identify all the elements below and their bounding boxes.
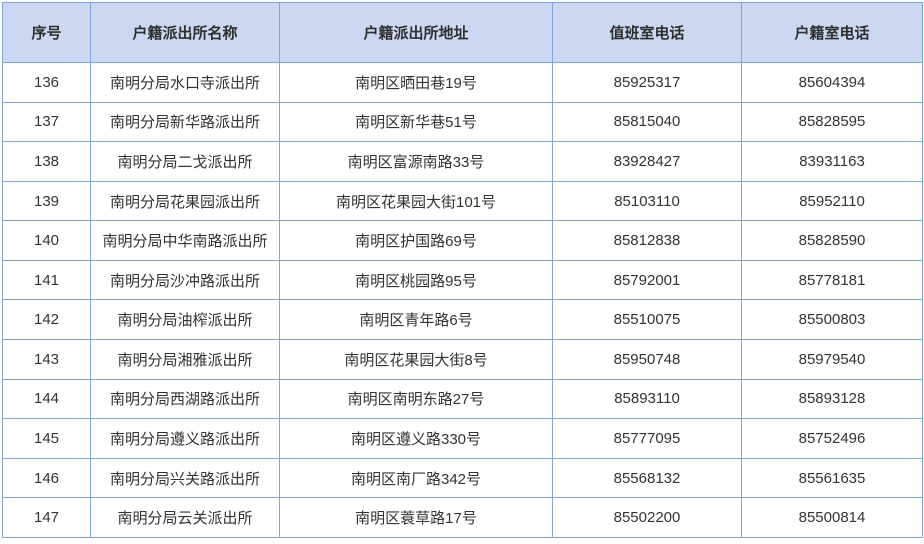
cell-address: 南明区花果园大街8号 — [279, 339, 553, 380]
cell-registry_phone: 85979540 — [741, 339, 923, 380]
cell-duty_phone: 85568132 — [552, 457, 742, 499]
cell-duty_phone: 85510075 — [552, 299, 742, 341]
cell-registry_phone: 85828590 — [741, 220, 923, 261]
cell-name: 南明分局西湖路派出所 — [90, 378, 280, 420]
cell-name: 南明分局湘雅派出所 — [90, 339, 280, 380]
cell-address: 南明区遵义路330号 — [279, 418, 553, 459]
cell-index: 143 — [2, 339, 91, 380]
table-row: 142 南明分局油榨派出所 南明区青年路6号 85510075 85500803 — [2, 299, 923, 341]
cell-registry_phone: 85604394 — [741, 62, 923, 103]
cell-name: 南明分局水口寺派出所 — [90, 62, 280, 103]
table-row: 147 南明分局云关派出所 南明区蓑草路17号 85502200 85500814 — [2, 497, 923, 538]
cell-registry_phone: 85561635 — [741, 457, 923, 499]
cell-index: 146 — [2, 457, 91, 499]
cell-name: 南明分局花果园派出所 — [90, 180, 280, 222]
cell-address: 南明区南明东路27号 — [279, 378, 553, 420]
cell-name: 南明分局云关派出所 — [90, 497, 280, 538]
cell-index: 140 — [2, 220, 91, 261]
cell-address: 南明区花果园大街101号 — [279, 180, 553, 222]
cell-duty_phone: 85925317 — [552, 62, 742, 103]
cell-address: 南明区南厂路342号 — [279, 457, 553, 499]
cell-index: 147 — [2, 497, 91, 538]
table-body: 136 南明分局水口寺派出所 南明区晒田巷19号 85925317 85604394 13… — [2, 62, 923, 538]
cell-name: 南明分局兴关路派出所 — [90, 457, 280, 499]
cell-name: 南明分局新华路派出所 — [90, 101, 280, 143]
cell-name: 南明分局沙冲路派出所 — [90, 259, 280, 301]
cell-registry_phone: 85828595 — [741, 101, 923, 143]
cell-address: 南明区桃园路95号 — [279, 259, 553, 301]
cell-index: 137 — [2, 101, 91, 143]
cell-index: 145 — [2, 418, 91, 459]
cell-index: 141 — [2, 259, 91, 301]
cell-address: 南明区护国路69号 — [279, 220, 553, 261]
column-header-duty_phone: 值班室电话 — [552, 2, 742, 63]
cell-address: 南明区蓑草路17号 — [279, 497, 553, 538]
cell-index: 138 — [2, 141, 91, 182]
cell-registry_phone: 85752496 — [741, 418, 923, 459]
table-row: 137 南明分局新华路派出所 南明区新华巷51号 85815040 85828595 — [2, 101, 923, 143]
cell-duty_phone: 85893110 — [552, 378, 742, 420]
cell-duty_phone: 85103110 — [552, 180, 742, 222]
cell-registry_phone: 83931163 — [741, 141, 923, 182]
table-row: 146 南明分局兴关路派出所 南明区南厂路342号 85568132 85561635 — [2, 457, 923, 499]
table-row: 144 南明分局西湖路派出所 南明区南明东路27号 85893110 85893128 — [2, 378, 923, 420]
cell-address: 南明区青年路6号 — [279, 299, 553, 341]
column-header-address: 户籍派出所地址 — [279, 2, 553, 63]
cell-duty_phone: 85815040 — [552, 101, 742, 143]
cell-index: 136 — [2, 62, 91, 103]
column-header-registry_phone: 户籍室电话 — [741, 2, 923, 63]
cell-index: 142 — [2, 299, 91, 341]
header-row: 序号 户籍派出所名称 户籍派出所地址 值班室电话 户籍室电话 — [2, 2, 923, 63]
cell-address: 南明区新华巷51号 — [279, 101, 553, 143]
cell-name: 南明分局中华南路派出所 — [90, 220, 280, 261]
cell-name: 南明分局二戈派出所 — [90, 141, 280, 182]
table-row: 140 南明分局中华南路派出所 南明区护国路69号 85812838 85828590 — [2, 220, 923, 261]
table-row: 141 南明分局沙冲路派出所 南明区桃园路95号 85792001 85778181 — [2, 259, 923, 301]
cell-address: 南明区晒田巷19号 — [279, 62, 553, 103]
cell-registry_phone: 85500803 — [741, 299, 923, 341]
cell-duty_phone: 85950748 — [552, 339, 742, 380]
cell-registry_phone: 85778181 — [741, 259, 923, 301]
table-row: 145 南明分局遵义路派出所 南明区遵义路330号 85777095 85752496 — [2, 418, 923, 459]
cell-registry_phone: 85952110 — [741, 180, 923, 222]
cell-name: 南明分局遵义路派出所 — [90, 418, 280, 459]
cell-index: 139 — [2, 180, 91, 222]
cell-duty_phone: 85792001 — [552, 259, 742, 301]
cell-index: 144 — [2, 378, 91, 420]
cell-registry_phone: 85500814 — [741, 497, 923, 538]
cell-duty_phone: 85812838 — [552, 220, 742, 261]
cell-duty_phone: 85502200 — [552, 497, 742, 538]
cell-duty_phone: 83928427 — [552, 141, 742, 182]
table-header: 序号 户籍派出所名称 户籍派出所地址 值班室电话 户籍室电话 — [2, 2, 923, 63]
cell-name: 南明分局油榨派出所 — [90, 299, 280, 341]
column-header-index: 序号 — [2, 2, 91, 63]
cell-registry_phone: 85893128 — [741, 378, 923, 420]
table-row: 139 南明分局花果园派出所 南明区花果园大街101号 85103110 8595211… — [2, 180, 923, 222]
cell-duty_phone: 85777095 — [552, 418, 742, 459]
table-row: 136 南明分局水口寺派出所 南明区晒田巷19号 85925317 85604394 — [2, 62, 923, 103]
cell-address: 南明区富源南路33号 — [279, 141, 553, 182]
column-header-name: 户籍派出所名称 — [90, 2, 280, 63]
table-row: 143 南明分局湘雅派出所 南明区花果园大街8号 85950748 85979540 — [2, 339, 923, 380]
table-row: 138 南明分局二戈派出所 南明区富源南路33号 83928427 83931163 — [2, 141, 923, 182]
